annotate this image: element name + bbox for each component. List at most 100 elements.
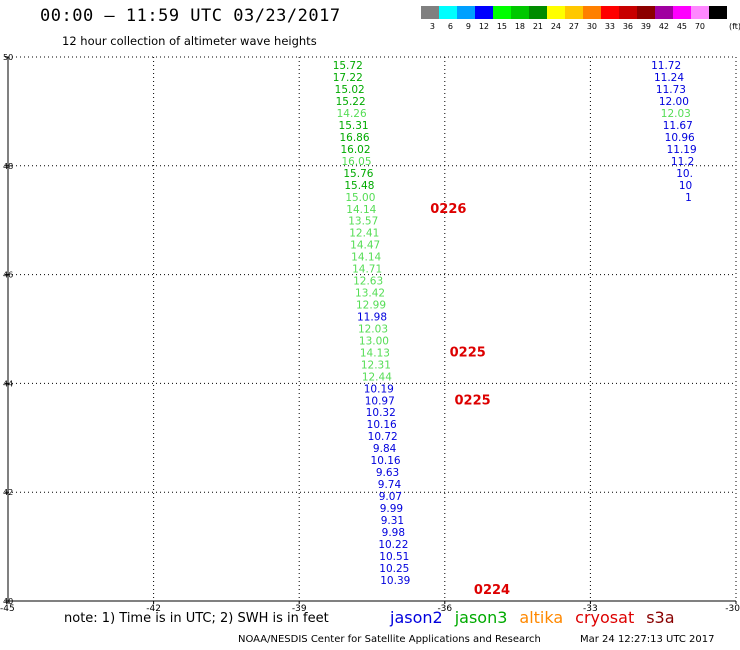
- wave-height-label: 12.44: [362, 371, 392, 383]
- legend-labels: 3 6 9 12 15 18 21 24 27 30 33 36 39 42 45 70 (ft): [421, 22, 740, 31]
- legend-swatch: [619, 6, 637, 19]
- wave-height-label: 10.22: [378, 539, 408, 551]
- wave-height-label: 9.74: [378, 479, 402, 491]
- wave-height-label: 11.2: [671, 156, 694, 168]
- legend-label: 33: [604, 22, 615, 31]
- legend-swatch: [709, 6, 727, 19]
- pass-time-label: 0224: [474, 583, 510, 598]
- wave-height-label: 10.16: [371, 455, 401, 467]
- legend-swatch: [439, 6, 457, 19]
- wave-height-label: 10.51: [379, 551, 409, 563]
- wave-height-label: 10.: [676, 168, 693, 180]
- wave-height-label: 9.99: [380, 503, 403, 515]
- wave-height-label: 10.72: [368, 431, 398, 443]
- satellite-legend: jason2 jason3 altika cryosat s3a: [390, 608, 675, 627]
- legend-swatch: [637, 6, 655, 19]
- legend-swatch: [547, 6, 565, 19]
- wave-height-label: 11.67: [663, 120, 693, 132]
- wave-height-label: 10.32: [366, 407, 396, 419]
- satellite-label: altika: [519, 608, 564, 627]
- wave-height-label: 14.14: [351, 252, 381, 264]
- legend-label: 30: [586, 22, 597, 31]
- wave-height-label: 9.07: [379, 491, 402, 503]
- wave-height-label: 11.98: [357, 311, 387, 323]
- wave-height-label: 10: [679, 180, 692, 192]
- wave-height-label: 14.47: [350, 240, 380, 252]
- legend-label: 39: [640, 22, 651, 31]
- legend-swatch: [457, 6, 475, 19]
- chart-notes: note: 1) Time is in UTC; 2) SWH is in fe…: [64, 611, 329, 626]
- y-tick-label: 44: [3, 379, 13, 388]
- wave-height-label: 10.19: [364, 383, 394, 395]
- color-legend: 3 6 9 12 15 18 21 24 27 30 33 36 39 42 45 70 (ft): [421, 6, 740, 31]
- wave-height-label: 15.00: [345, 192, 375, 204]
- wave-height-label: 11.24: [654, 72, 684, 84]
- legend-label: 36: [622, 22, 633, 31]
- wave-height-label: 9.84: [373, 443, 397, 455]
- x-tick-label: -39: [292, 604, 307, 614]
- wave-height-label: 14.71: [352, 264, 382, 276]
- legend-label: 3: [429, 22, 435, 31]
- wave-height-label: 12.03: [661, 108, 691, 120]
- wave-height-label: 15.02: [335, 84, 365, 96]
- x-tick-label: -33: [583, 604, 598, 614]
- legend-label: 27: [568, 22, 579, 31]
- legend-label: 15: [496, 22, 507, 31]
- satellite-label: jason3: [454, 608, 508, 627]
- legend-swatch: [691, 6, 709, 19]
- wave-height-label: 15.31: [339, 120, 369, 132]
- pass-time-label: 0225: [450, 345, 486, 360]
- wave-height-label: 17.22: [333, 72, 363, 84]
- legend-label: 24: [550, 22, 561, 31]
- wave-height-label: 12.31: [361, 359, 391, 371]
- wave-height-label: 15.72: [333, 60, 363, 72]
- satellite-label: s3a: [646, 608, 675, 627]
- legend-swatch: [565, 6, 583, 19]
- legend-label: 42: [658, 22, 669, 31]
- wave-height-label: 14.14: [346, 204, 376, 216]
- legend-swatch: [529, 6, 547, 19]
- y-tick-label: 42: [3, 488, 13, 497]
- legend-label: 9: [465, 22, 471, 31]
- y-tick-label: 40: [3, 597, 13, 606]
- wave-height-label: 12.63: [353, 276, 383, 288]
- chart-subtitle: 12 hour collection of altimeter wave hei…: [62, 34, 317, 48]
- x-tick-label: -30: [725, 604, 740, 614]
- satellite-label: jason2: [390, 608, 443, 627]
- legend-swatch: [601, 6, 619, 19]
- legend-swatch: [493, 6, 511, 19]
- y-tick-label: 50: [3, 53, 13, 62]
- wave-height-label: 10.16: [367, 419, 397, 431]
- legend-label: 18: [514, 22, 525, 31]
- page-title: 00:00 – 11:59 UTC 03/23/2017: [40, 6, 341, 26]
- wave-height-label: 12.41: [349, 228, 379, 240]
- wave-height-label: 13.57: [348, 216, 378, 228]
- wave-height-label: 9.63: [376, 467, 399, 479]
- legend-swatch: [655, 6, 673, 19]
- wave-height-label: 11.19: [667, 144, 697, 156]
- wave-height-label: 13.00: [359, 335, 389, 347]
- legend-label: 6: [447, 22, 453, 31]
- x-tick-label: -42: [146, 604, 161, 614]
- wave-height-label: 16.05: [341, 156, 371, 168]
- legend-unit: (ft): [729, 22, 740, 31]
- wave-height-label: 1: [685, 192, 692, 204]
- legend-swatch: [511, 6, 529, 19]
- legend-label: 21: [532, 22, 543, 31]
- legend-label: 45: [676, 22, 687, 31]
- wave-height-label: 14.26: [337, 108, 367, 120]
- legend-label: 12: [478, 22, 489, 31]
- wave-height-label: 14.13: [360, 347, 390, 359]
- wave-height-label: 9.98: [382, 527, 405, 539]
- wave-height-label: 9.31: [381, 515, 404, 527]
- pass-time-label: 0226: [430, 202, 466, 217]
- wave-height-label: 15.48: [344, 180, 374, 192]
- x-tick-label: -36: [437, 604, 452, 614]
- wave-height-label: 13.42: [355, 288, 385, 300]
- wave-height-label: 12.99: [356, 300, 386, 312]
- credit-text: NOAA/NESDIS Center for Satellite Applica…: [238, 634, 541, 645]
- satellite-label: cryosat: [575, 608, 635, 627]
- legend-swatches: [421, 6, 740, 19]
- y-tick-label: 48: [3, 162, 13, 171]
